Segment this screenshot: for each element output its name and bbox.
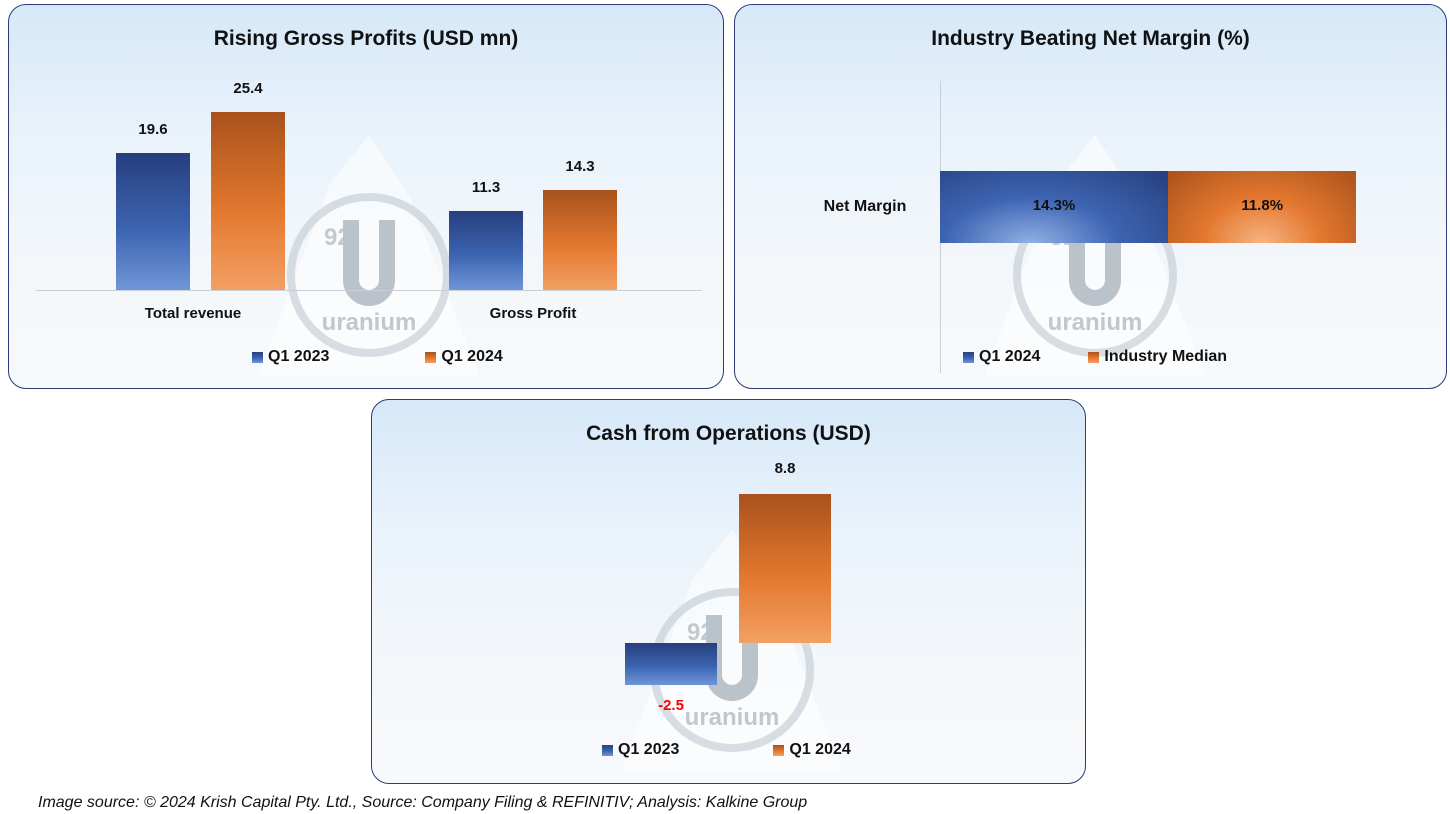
chart-title: Cash from Operations (USD) bbox=[586, 422, 871, 445]
legend: Q1 2023 Q1 2024 bbox=[602, 741, 851, 759]
legend-label: Q1 2024 bbox=[979, 348, 1041, 365]
legend-label: Q1 2024 bbox=[441, 348, 503, 365]
legend: Q1 2023 Q1 2024 bbox=[252, 348, 503, 366]
bar-q1-2024 bbox=[940, 171, 1169, 243]
chart-title: Rising Gross Profits (USD mn) bbox=[213, 27, 519, 50]
bar-q1-2023 bbox=[625, 643, 717, 686]
bar-q1-2024 bbox=[211, 112, 285, 290]
data-label: 14.3 bbox=[565, 157, 595, 175]
data-label: 8.8 bbox=[774, 460, 796, 478]
category-label: Net Margin bbox=[823, 198, 907, 215]
legend-swatch-q1-2023 bbox=[602, 744, 613, 756]
category-label: Total revenue bbox=[144, 305, 242, 322]
legend-swatch-q1-2023 bbox=[252, 351, 263, 363]
bar-q1-2024 bbox=[739, 494, 831, 643]
data-label: 25.4 bbox=[233, 80, 263, 98]
legend-swatch-q1-2024 bbox=[773, 744, 785, 756]
legend-label: Q1 2023 bbox=[268, 348, 330, 365]
svg-text:uranium: uranium bbox=[1048, 309, 1143, 336]
legend-label: Q1 2023 bbox=[618, 741, 680, 758]
cash-from-operations-chart: 92 uranium Cash from Operations (USD) Q1 … bbox=[371, 399, 1086, 784]
data-label: 11.3 bbox=[471, 178, 501, 196]
image-source-footer: Image source: © 2024 Krish Capital Pty. … bbox=[38, 794, 808, 811]
bar-q1-2023 bbox=[449, 210, 523, 290]
x-axis-line bbox=[36, 290, 702, 291]
legend-label: Q1 2024 bbox=[789, 741, 851, 758]
data-label: 14.3% bbox=[1032, 197, 1076, 214]
data-label: -2.5 bbox=[658, 697, 684, 715]
legend-swatch-q1-2024 bbox=[963, 351, 974, 363]
svg-text:92: 92 bbox=[687, 619, 714, 646]
data-label: 11.8% bbox=[1241, 197, 1284, 214]
category-label: Gross Profit bbox=[489, 305, 577, 322]
data-label: 19.6 bbox=[138, 120, 168, 138]
legend-swatch-industry-median bbox=[1088, 351, 1100, 363]
gross-profits-chart: 92 uranium Rising Gross Profits (USD mn) … bbox=[8, 4, 724, 389]
legend-swatch-q1-2024 bbox=[425, 351, 437, 363]
legend-label: Industry Median bbox=[1104, 348, 1228, 365]
chart-title: Industry Beating Net Margin (%) bbox=[931, 27, 1250, 50]
bar-q1-2024 bbox=[543, 189, 617, 290]
svg-text:uranium: uranium bbox=[685, 704, 780, 731]
bar-industry-median bbox=[1168, 171, 1357, 243]
svg-text:92: 92 bbox=[324, 224, 351, 251]
legend: Q1 2024 Industry Median bbox=[963, 348, 1227, 366]
bar-q1-2023 bbox=[116, 152, 190, 290]
svg-text:uranium: uranium bbox=[322, 309, 417, 336]
